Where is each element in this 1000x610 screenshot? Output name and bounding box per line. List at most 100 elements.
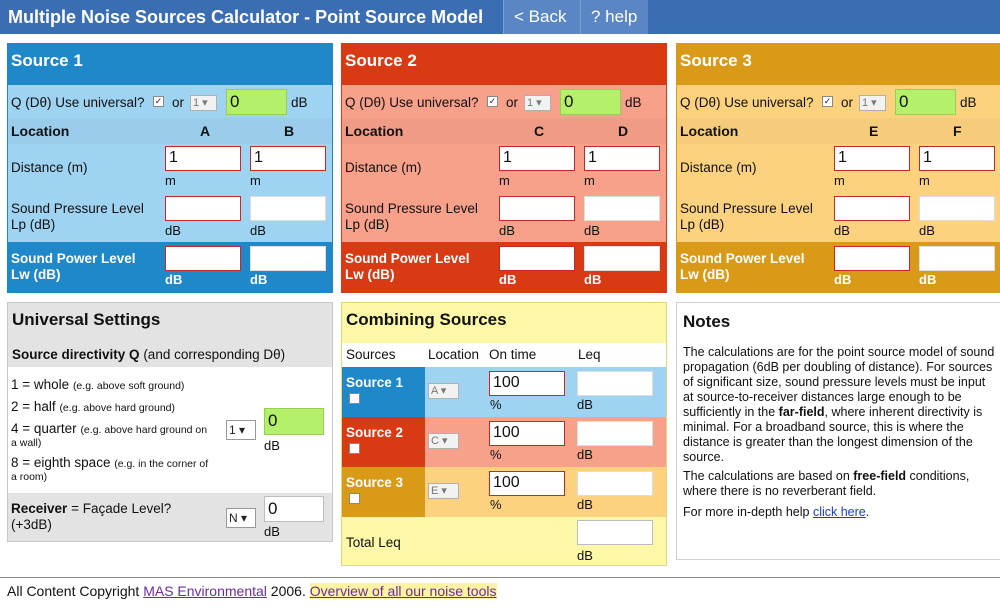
company-link[interactable]: MAS Environmental xyxy=(143,583,267,599)
source2-location-row xyxy=(342,118,666,144)
source1-q-select-value: 1 xyxy=(193,97,200,109)
combine-row-1-location-select[interactable]: A ▾ xyxy=(428,383,459,399)
source1-or-label: or xyxy=(172,95,185,110)
option-note: (e.g. above hard ground) xyxy=(59,402,176,414)
directivity-option-8: 8 = eighth space (e.g. in the corner of xyxy=(11,455,208,470)
option-main: 4 = quarter xyxy=(11,421,77,436)
source3-distance-a[interactable]: 1 xyxy=(834,146,910,171)
option-note: (e.g. above soft ground) xyxy=(72,380,185,392)
source1-q-select[interactable]: 1 ▾ xyxy=(190,95,217,111)
source1-d-unit: dB xyxy=(291,95,308,110)
source2-spl-b[interactable] xyxy=(584,196,660,221)
source1-d-field[interactable]: 0 xyxy=(226,89,287,115)
source3-or-label: or xyxy=(841,95,854,110)
receiver-bold: Receiver xyxy=(11,501,68,516)
top-bar xyxy=(0,0,1000,34)
combine-row-2-location-select[interactable]: C ▾ xyxy=(428,433,459,449)
directivity-heading-suffix: (and corresponding Dθ) xyxy=(143,347,286,362)
source3-distance-label: Distance (m) xyxy=(680,160,757,175)
source1-distance-a[interactable]: 1 xyxy=(165,146,241,171)
notes-paragraph-1: The calculations are for the point sourc… xyxy=(683,345,995,465)
overview-link[interactable]: Overview of all our noise tools xyxy=(309,583,497,599)
source3-swl-a[interactable] xyxy=(834,246,910,271)
source1-spl-a[interactable] xyxy=(165,196,241,221)
source1-distance-b[interactable]: 1 xyxy=(250,146,326,171)
source3-spl-b[interactable] xyxy=(919,196,995,221)
source3-swl-sub: Lw (dB) xyxy=(680,267,730,282)
combine-row-3-leq-field[interactable] xyxy=(577,471,653,496)
source2-swl-a[interactable] xyxy=(499,246,575,271)
notes-p1-text-b: , where inherent directivity is minimal.… xyxy=(683,405,983,464)
directivity-option-4: 4 = quarter (e.g. above hard ground on xyxy=(11,421,207,436)
source2-spl-a-unit: dB xyxy=(499,223,515,238)
source3-q-select[interactable]: 1 ▾ xyxy=(859,95,886,111)
source2-universal-checkbox[interactable]: ✓ xyxy=(487,96,498,107)
combine-row-3-location-value: E xyxy=(431,485,439,497)
footer-year: 2006. xyxy=(270,583,306,599)
source3-location-label: Location xyxy=(680,123,739,139)
combine-row-3-checkbox[interactable] xyxy=(349,493,360,504)
source1-spl-b[interactable] xyxy=(250,196,326,221)
col-ontime: On time xyxy=(489,347,537,362)
help-link[interactable]: click here xyxy=(812,505,866,519)
source3-universal-checkbox[interactable]: ✓ xyxy=(822,96,833,107)
back-button[interactable]: < Back xyxy=(503,0,580,34)
source2-d-field[interactable]: 0 xyxy=(560,89,621,115)
source3-spl-sub: Lp (dB) xyxy=(680,217,725,232)
combine-row-1-checkbox[interactable] xyxy=(349,393,360,404)
source3-distance-b[interactable]: 1 xyxy=(919,146,995,171)
source3-d-field[interactable]: 0 xyxy=(895,89,956,115)
source1-location-row xyxy=(8,118,332,144)
receiver-suffix: = Façade Level? xyxy=(71,501,172,516)
source2-spl-a[interactable] xyxy=(499,196,575,221)
source3-location-a: E xyxy=(869,123,879,139)
source1-swl-b[interactable] xyxy=(250,246,326,271)
universal-d-field[interactable]: 0 xyxy=(264,408,324,435)
receiver-note: (+3dB) xyxy=(11,517,52,532)
source2-distance-b[interactable]: 1 xyxy=(584,146,660,171)
source1-universal-checkbox[interactable]: ✓ xyxy=(153,96,164,107)
source1-swl-label: Sound Power Level xyxy=(11,251,136,266)
source3-swl-b[interactable] xyxy=(919,246,995,271)
combining-header-row xyxy=(342,343,666,367)
source3-distance-a-unit: m xyxy=(834,173,845,188)
source2-distance-a[interactable]: 1 xyxy=(499,146,575,171)
col-location: Location xyxy=(428,347,480,362)
source3-spl-a-unit: dB xyxy=(834,223,850,238)
total-leq-field[interactable] xyxy=(577,520,653,545)
receiver-field[interactable]: 0 xyxy=(264,496,324,522)
combine-row-2-checkbox[interactable] xyxy=(349,443,360,454)
source1-swl-a[interactable] xyxy=(165,246,241,271)
source2-swl-b[interactable] xyxy=(584,246,660,271)
universal-d-unit: dB xyxy=(264,438,280,453)
source1-location-a: A xyxy=(200,123,211,139)
combine-row-1-location-value: A xyxy=(431,385,438,397)
source1-distance-label: Distance (m) xyxy=(11,160,88,175)
combine-row-3-location-select[interactable]: E ▾ xyxy=(428,483,459,499)
source3-swl-b-unit: dB xyxy=(919,272,937,287)
help-button[interactable]: ? help xyxy=(580,0,648,34)
source1-spl-sub: Lp (dB) xyxy=(11,217,56,232)
combine-row-3-leq-unit: dB xyxy=(577,497,593,512)
universal-q-select[interactable]: 1 ▾ xyxy=(226,420,256,440)
option-main: 2 = half xyxy=(11,399,56,414)
col-sources: Sources xyxy=(346,347,396,362)
combine-row-2-leq-field[interactable] xyxy=(577,421,653,446)
combine-row-2-ontime-field[interactable]: 100 xyxy=(489,421,565,446)
source2-q-select[interactable]: 1 ▾ xyxy=(524,95,551,111)
receiver-select[interactable]: N ▾ xyxy=(226,508,256,528)
directivity-option-1: 1 = whole (e.g. above soft ground) xyxy=(11,377,184,392)
combine-row-3-source-cell xyxy=(342,467,425,517)
combine-row-3-ontime-field[interactable]: 100 xyxy=(489,471,565,496)
combine-row-1-leq-field[interactable] xyxy=(577,371,653,396)
source1-spl-a-unit: dB xyxy=(165,223,181,238)
source3-spl-label: Sound Pressure Level xyxy=(680,201,813,216)
combine-row-1-ontime-field[interactable]: 100 xyxy=(489,371,565,396)
option-note: (e.g. above hard ground on xyxy=(80,424,208,436)
source1-title: Source 1 xyxy=(11,51,83,70)
source2-title: Source 2 xyxy=(345,51,417,70)
source3-spl-a[interactable] xyxy=(834,196,910,221)
directivity-option-2: 2 = half (e.g. above hard ground) xyxy=(11,399,175,414)
source3-swl-label: Sound Power Level xyxy=(680,251,805,266)
source1-spl-label: Sound Pressure Level xyxy=(11,201,144,216)
